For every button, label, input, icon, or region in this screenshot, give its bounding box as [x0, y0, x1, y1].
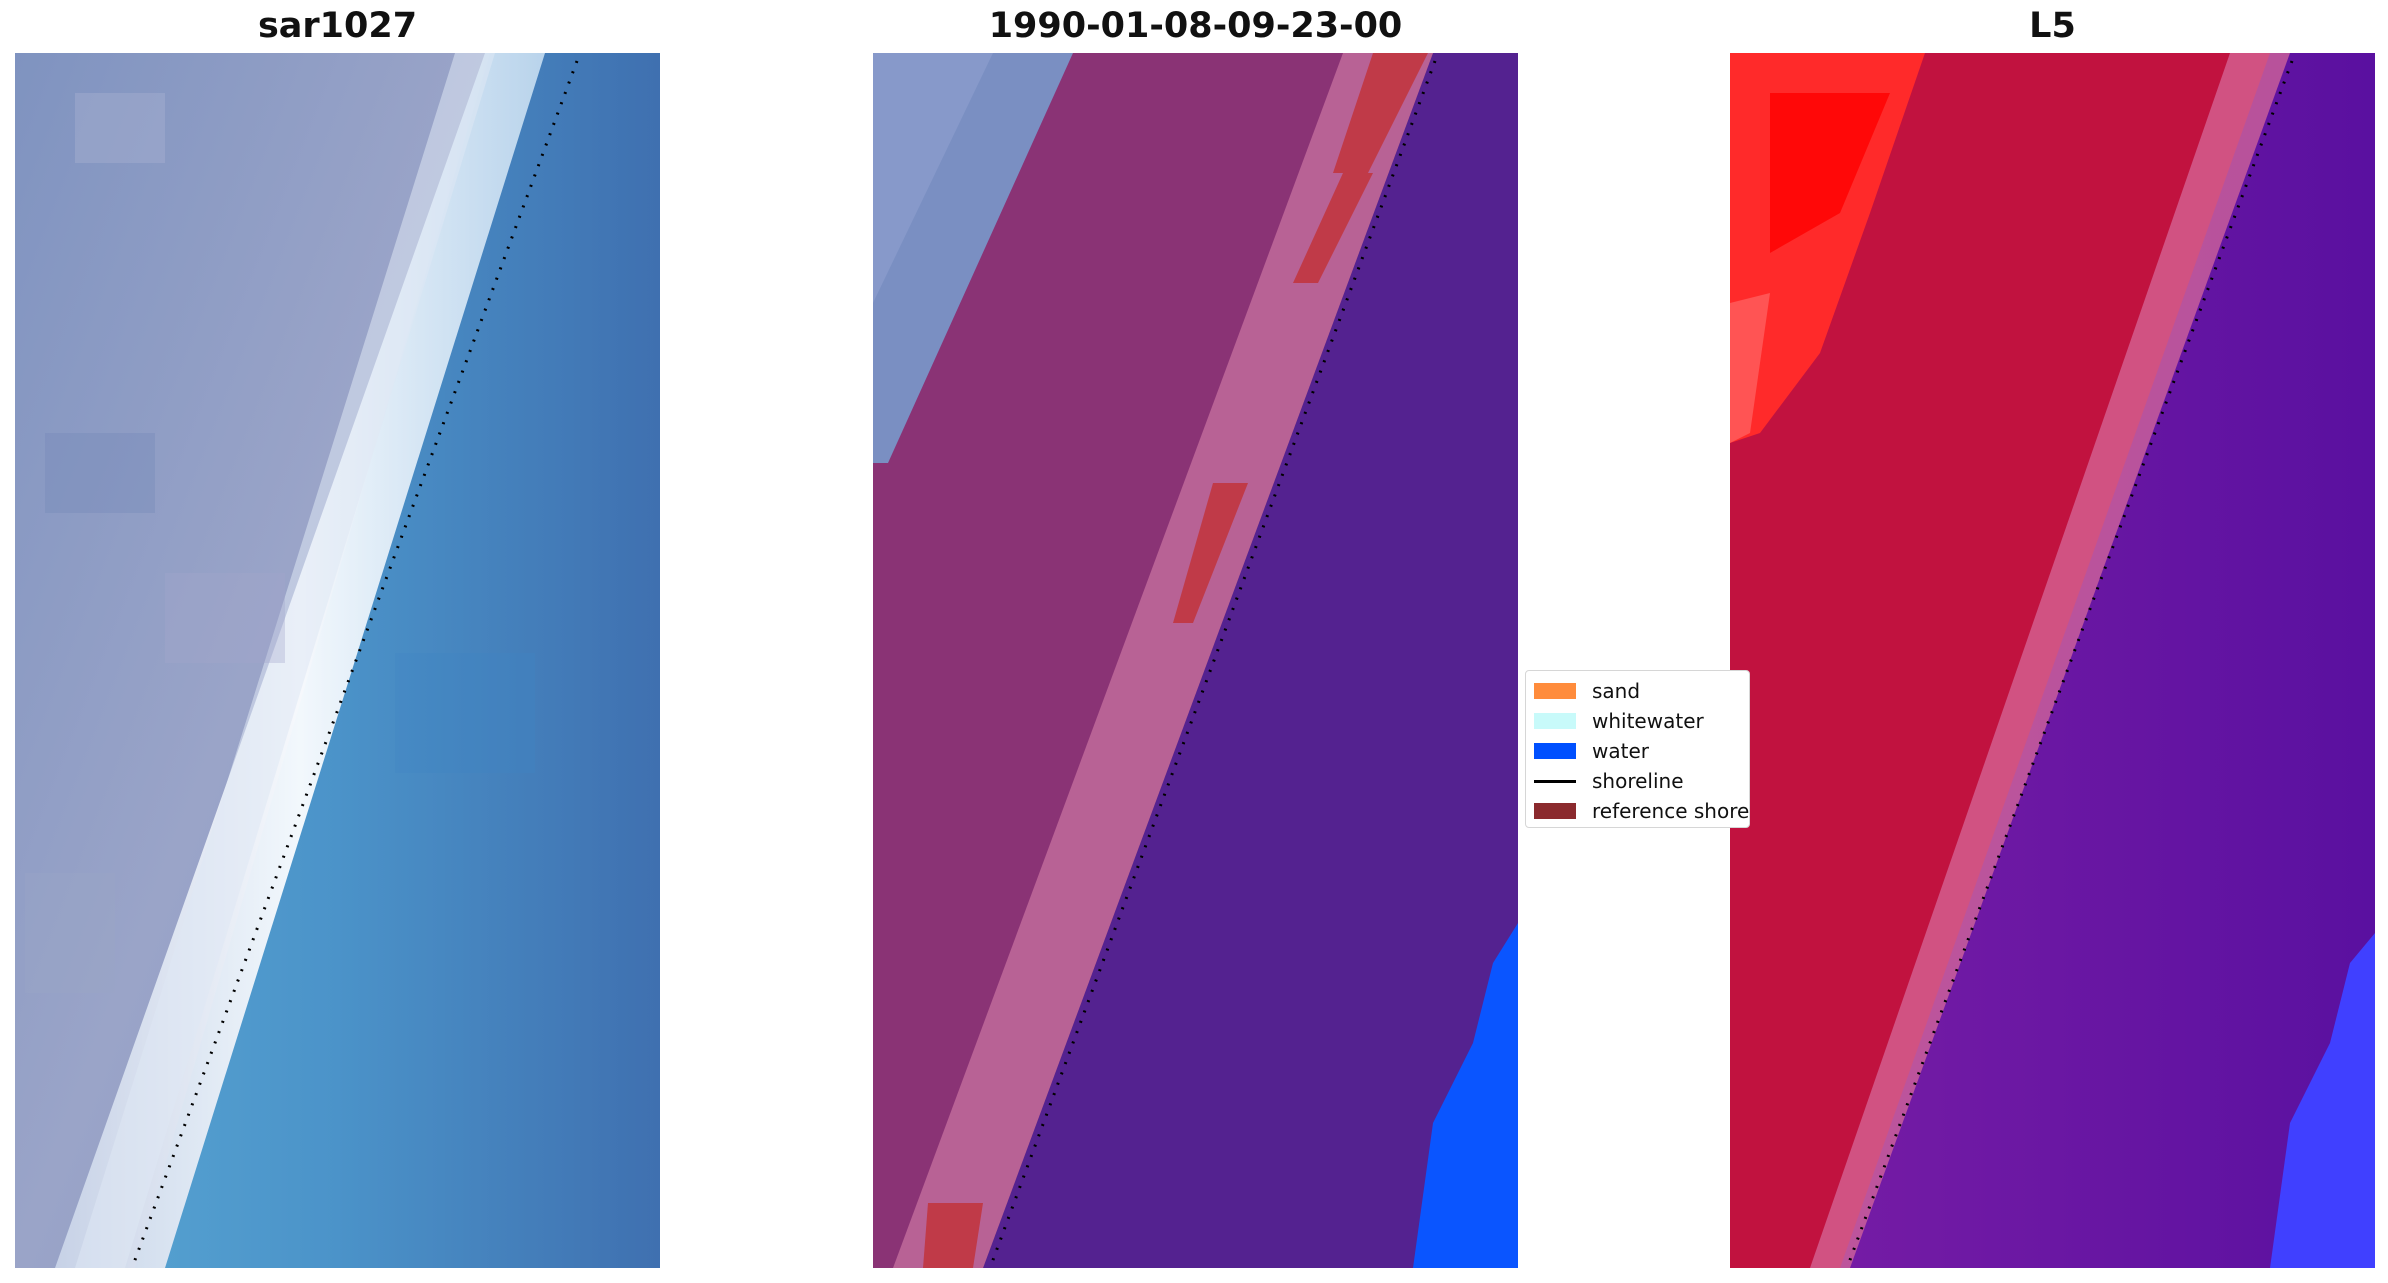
legend-label: whitewater — [1592, 709, 1704, 733]
panel-title-index: L5 — [2029, 6, 2076, 46]
water-swatch — [1534, 743, 1576, 759]
whitewater-swatch — [1534, 713, 1576, 729]
panel-title-classification: 1990-01-08-09-23-00 — [988, 6, 1403, 46]
classification-image — [873, 53, 1518, 1268]
classification-panel — [873, 53, 1518, 1268]
legend-label: shoreline — [1592, 769, 1684, 793]
legend: sand whitewater water shoreline referenc… — [1525, 670, 1750, 828]
legend-item-reference-shoreline: reference shoreline — [1534, 799, 1750, 823]
index-image — [1730, 53, 2375, 1268]
sand-swatch — [1534, 683, 1576, 699]
panel-title-rgb: sar1027 — [257, 6, 418, 46]
legend-label: reference shoreline — [1592, 799, 1750, 823]
legend-item-water: water — [1534, 739, 1649, 763]
rgb-image-panel — [15, 53, 660, 1268]
legend-item-shoreline: shoreline — [1534, 769, 1684, 793]
legend-label: water — [1592, 739, 1649, 763]
legend-label: sand — [1592, 679, 1641, 703]
legend-item-whitewater: whitewater — [1534, 709, 1704, 733]
legend-item-sand: sand — [1534, 679, 1640, 703]
rgb-image — [15, 53, 660, 1268]
reference-shoreline-swatch — [1534, 803, 1576, 819]
index-image-panel — [1730, 53, 2375, 1268]
shoreline-line-swatch — [1534, 779, 1576, 783]
